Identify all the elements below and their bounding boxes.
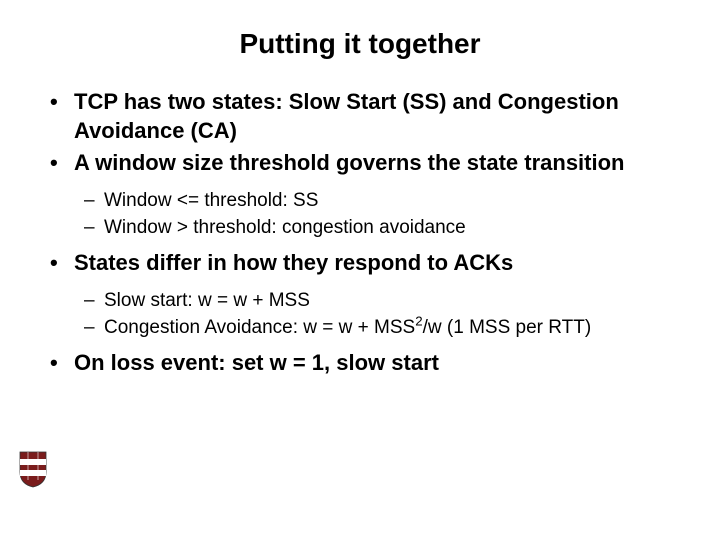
bullet-text: On loss event: set w = 1, slow start xyxy=(74,349,439,378)
bullet-marker: • xyxy=(50,349,74,378)
sub-bullet-item: – Window > threshold: congestion avoidan… xyxy=(84,215,680,241)
sub-bullet-item: – Slow start: w = w + MSS xyxy=(84,288,680,314)
bullet-item: • TCP has two states: Slow Start (SS) an… xyxy=(50,88,680,145)
sub-bullet-text: Congestion Avoidance: w = w + MSS2/w (1 … xyxy=(104,315,591,341)
slide-title: Putting it together xyxy=(40,28,680,60)
bullet-item: • States differ in how they respond to A… xyxy=(50,249,680,278)
sub-bullet-marker: – xyxy=(84,188,104,214)
bullet-text: TCP has two states: Slow Start (SS) and … xyxy=(74,88,680,145)
sub-bullet-text: Window <= threshold: SS xyxy=(104,188,318,214)
bullet-marker: • xyxy=(50,249,74,278)
bullet-marker: • xyxy=(50,88,74,145)
bullet-item: • A window size threshold governs the st… xyxy=(50,149,680,178)
sub-bullet-marker: – xyxy=(84,315,104,341)
sub-bullet-marker: – xyxy=(84,215,104,241)
sub-bullet-item: – Congestion Avoidance: w = w + MSS2/w (… xyxy=(84,315,680,341)
slide-content: • TCP has two states: Slow Start (SS) an… xyxy=(40,88,680,378)
sub-bullet-marker: – xyxy=(84,288,104,314)
bullet-text: States differ in how they respond to ACK… xyxy=(74,249,513,278)
sub-bullet-text: Slow start: w = w + MSS xyxy=(104,288,310,314)
sub-bullet-item: – Window <= threshold: SS xyxy=(84,188,680,214)
sub-bullet-text: Window > threshold: congestion avoidance xyxy=(104,215,466,241)
bullet-marker: • xyxy=(50,149,74,178)
bullet-item: • On loss event: set w = 1, slow start xyxy=(50,349,680,378)
university-shield-icon xyxy=(18,450,48,488)
bullet-text: A window size threshold governs the stat… xyxy=(74,149,624,178)
